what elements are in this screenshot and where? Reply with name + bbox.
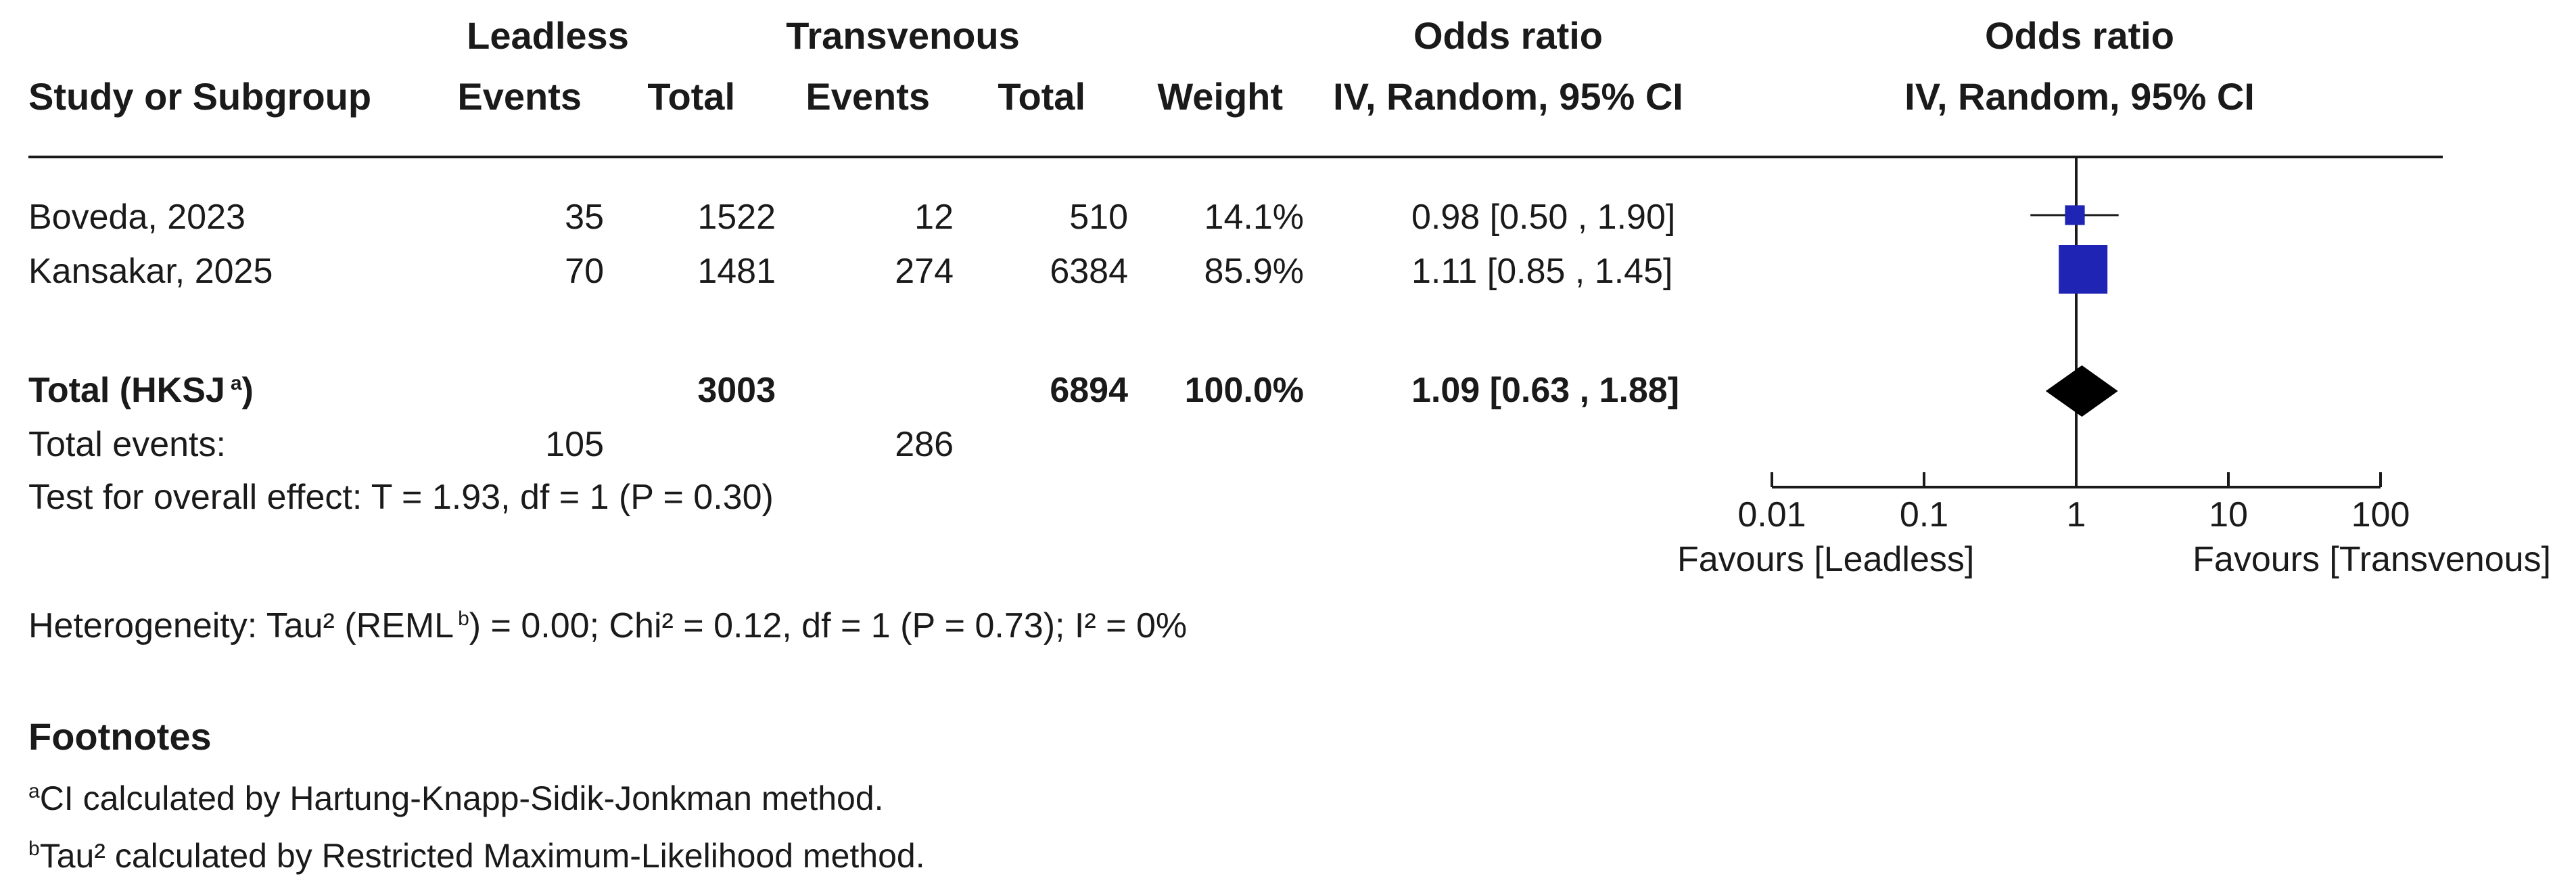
or-ci-value: 0.98 [0.50 , 1.90] <box>1411 198 1675 237</box>
footnotes-title: Footnotes <box>28 715 212 758</box>
plot-method-header: IV, Random, 95% CI <box>1904 75 2255 118</box>
study-row: Kansakar, 2025 70 1481 274 6384 85.9% 1.… <box>28 252 1672 291</box>
x-tick-label: 1 <box>2067 495 2086 534</box>
overall-effect-text: Test for overall effect: T = 1.93, df = … <box>28 478 774 517</box>
or-column-title: Odds ratio <box>1413 14 1603 57</box>
forest-plot: 0.01 0.1 1 10 100 Favours [Leadless] Favours [… <box>1677 157 2551 579</box>
heterogeneity-text: Heterogeneity: Tau² (REML b) = 0.00; Chi²… <box>28 606 1187 645</box>
study-row: Boveda, 2023 35 1522 12 510 14.1% 0.98 [… <box>28 198 1675 237</box>
transvenous-group-header: Transvenous <box>786 14 1019 57</box>
leadless-total-events: 105 <box>545 425 604 464</box>
total-label: Total (HKSJ a) <box>28 371 254 410</box>
summary-diamond <box>2045 365 2118 417</box>
transvenous-total: 6384 <box>1050 252 1128 291</box>
leadless-total-header: Total <box>647 75 735 118</box>
weight-value: 14.1% <box>1204 198 1304 237</box>
leadless-events: 35 <box>565 198 604 237</box>
plot-column-title: Odds ratio <box>1985 14 2174 57</box>
transvenous-total-header: Total <box>998 75 1085 118</box>
or-ci-value: 1.11 [0.85 , 1.45] <box>1411 252 1672 291</box>
transvenous-total-sum: 6894 <box>1050 371 1128 410</box>
transvenous-events: 274 <box>895 252 954 291</box>
study-name: Boveda, 2023 <box>28 198 245 237</box>
footnote-a: aCI calculated by Hartung-Knapp-Sidik-Jo… <box>28 779 884 817</box>
x-tick-label: 10 <box>2209 495 2248 534</box>
study-marker <box>2059 245 2108 294</box>
footnote-b: bTau² calculated by Restricted Maximum-L… <box>28 837 925 875</box>
total-row: Total (HKSJ a) 3003 6894 100.0% 1.09 [0.6… <box>28 371 1679 410</box>
favours-right-label: Favours [Transvenous] <box>2193 540 2551 579</box>
total-events-label: Total events: <box>28 425 226 464</box>
study-column-header: Study or Subgroup <box>28 75 371 118</box>
leadless-total-sum: 3003 <box>697 371 776 410</box>
leadless-total: 1481 <box>697 252 776 291</box>
x-tick-label: 100 <box>2351 495 2410 534</box>
x-tick-label: 0.1 <box>1900 495 1948 534</box>
leadless-total: 1522 <box>697 198 776 237</box>
total-or-ci: 1.09 [0.63 , 1.88] <box>1411 371 1679 410</box>
leadless-events: 70 <box>565 252 604 291</box>
x-tick-label: 0.01 <box>1737 495 1806 534</box>
transvenous-total: 510 <box>1069 198 1128 237</box>
total-weight: 100.0% <box>1185 371 1304 410</box>
or-method-header: IV, Random, 95% CI <box>1333 75 1683 118</box>
leadless-events-header: Events <box>457 75 582 118</box>
study-name: Kansakar, 2025 <box>28 252 273 291</box>
leadless-group-header: Leadless <box>467 14 629 57</box>
study-marker <box>2065 205 2085 225</box>
transvenous-total-events: 286 <box>895 425 954 464</box>
favours-left-label: Favours [Leadless] <box>1677 540 1974 579</box>
transvenous-events-header: Events <box>805 75 930 118</box>
weight-value: 85.9% <box>1204 252 1304 291</box>
weight-header: Weight <box>1157 75 1283 118</box>
total-events-row: Total events: 105 286 <box>28 425 954 464</box>
transvenous-events: 12 <box>914 198 954 237</box>
